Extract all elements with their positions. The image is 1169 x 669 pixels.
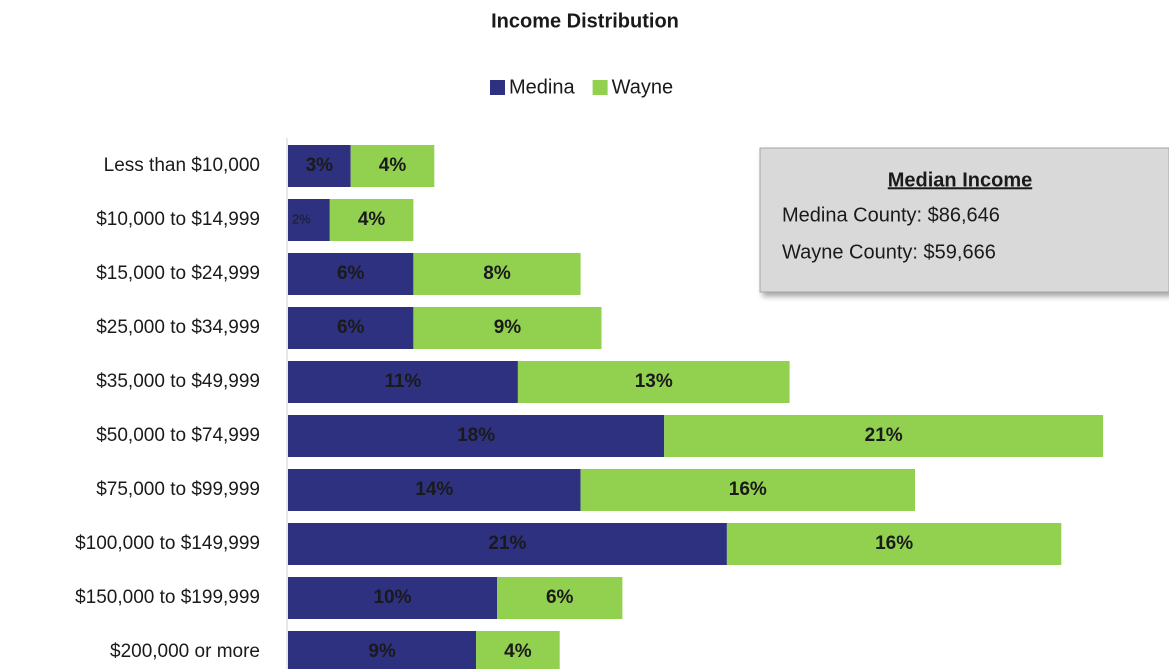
y-tick-label: $50,000 to $74,999 xyxy=(96,425,260,446)
data-label: 6% xyxy=(546,587,574,608)
data-label: 4% xyxy=(504,641,532,662)
data-label: 11% xyxy=(384,371,421,392)
data-label: 10% xyxy=(373,587,411,608)
annotation-box xyxy=(759,147,1169,293)
bar-segment xyxy=(288,253,414,295)
bar-segment xyxy=(413,253,581,295)
bar-segment xyxy=(288,415,665,457)
y-tick-label: $35,000 to $49,999 xyxy=(96,371,260,392)
legend-label: Medina xyxy=(509,76,575,98)
legend-swatch xyxy=(490,80,505,95)
y-tick-label: $150,000 to $199,999 xyxy=(75,587,260,608)
y-tick-label: $10,000 to $14,999 xyxy=(96,209,260,230)
y-tick-label: $100,000 to $149,999 xyxy=(75,533,260,554)
data-label: 8% xyxy=(483,263,511,284)
y-tick-label: Less than $10,000 xyxy=(104,155,260,176)
data-label: 16% xyxy=(875,533,913,554)
bar-segment xyxy=(288,145,351,187)
data-label: 21% xyxy=(865,425,903,446)
data-label: 21% xyxy=(488,533,526,554)
bar-segment xyxy=(580,469,915,511)
bar-segment xyxy=(497,577,623,619)
bar-segment xyxy=(288,361,518,403)
data-label: 6% xyxy=(337,317,365,338)
data-label: 6% xyxy=(337,263,365,284)
data-label: 9% xyxy=(494,317,522,338)
y-tick-label: $200,000 or more xyxy=(110,641,260,662)
bar-segment xyxy=(517,361,790,403)
bar-segment xyxy=(288,577,497,619)
legend-swatch xyxy=(592,80,608,95)
annotation-line: Wayne County: $59,666 xyxy=(782,241,996,263)
data-label: 2% xyxy=(292,211,311,226)
y-tick-label: $15,000 to $24,999 xyxy=(96,263,260,284)
data-label: 9% xyxy=(368,641,396,662)
bar-segment xyxy=(288,523,727,565)
data-label: 4% xyxy=(358,209,386,230)
bar-segment xyxy=(288,469,581,511)
bar-segment xyxy=(288,307,414,349)
bar-segment xyxy=(288,631,477,669)
chart-title: Income Distribution xyxy=(491,10,679,32)
bar-segment xyxy=(288,199,330,241)
data-label: 16% xyxy=(729,479,767,500)
bar-segment xyxy=(413,307,602,349)
bar-segment xyxy=(329,199,414,241)
y-tick-label: $25,000 to $34,999 xyxy=(96,317,260,338)
annotation-line: Medina County: $86,646 xyxy=(782,204,1000,226)
bar-segment xyxy=(664,415,1104,457)
data-label: 14% xyxy=(415,479,453,500)
data-label: 3% xyxy=(306,155,334,176)
bar-segment xyxy=(726,523,1062,565)
data-label: 4% xyxy=(379,155,407,176)
bar-segment xyxy=(350,145,435,187)
y-tick-label: $75,000 to $99,999 xyxy=(96,479,260,500)
bar-segment xyxy=(476,631,560,669)
annotation-title: Median Income xyxy=(888,169,1032,191)
data-label: 18% xyxy=(457,425,495,446)
legend-label: Wayne xyxy=(612,76,674,98)
data-label: 13% xyxy=(635,371,673,392)
